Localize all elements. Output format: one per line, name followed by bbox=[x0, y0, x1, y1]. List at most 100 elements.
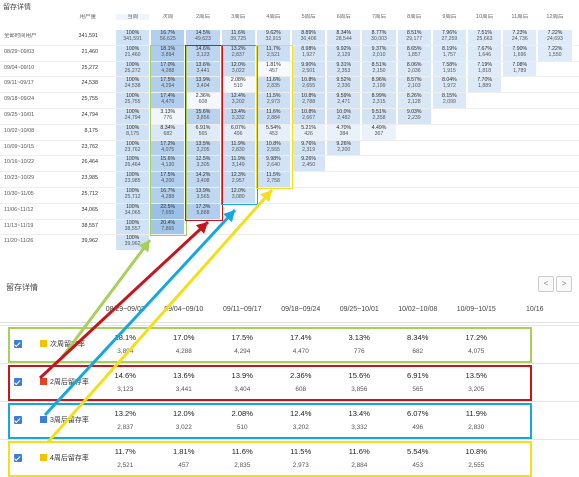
column-header-week-7: 7周后 bbox=[371, 14, 387, 20]
cohort-cell: 100% 38,557 bbox=[116, 219, 150, 235]
cohort-cell-percent: 11.7% bbox=[266, 45, 281, 52]
cohort-cell-count: 38,557 bbox=[124, 225, 141, 232]
detail-column-header: 09/04~09/10 bbox=[164, 306, 204, 313]
metric-label: 4周后留存率 bbox=[50, 455, 89, 462]
cohort-cell-percent: 5.21% bbox=[301, 124, 316, 131]
detail-count: 2,555 bbox=[468, 462, 485, 469]
cohort-cell-count: 2,199 bbox=[372, 83, 386, 90]
cohort-cell-count: 7,655 bbox=[161, 209, 175, 216]
cohort-cell: 8.96% 2,199 bbox=[362, 77, 396, 93]
detail-count: 776 bbox=[353, 348, 365, 355]
cohort-cell-count: 3,205 bbox=[196, 146, 210, 153]
cohort-cell-count: 2,555 bbox=[266, 146, 280, 153]
row-checkbox[interactable] bbox=[14, 378, 22, 386]
cohort-cell: 13.6% 3,441 bbox=[186, 61, 220, 77]
cohort-cell-count: 2,830 bbox=[231, 146, 245, 153]
cohort-cell-percent: 9.59% bbox=[336, 93, 352, 100]
cohort-row-users: 21,460 bbox=[81, 48, 99, 55]
row-checkbox[interactable] bbox=[14, 416, 22, 424]
detail-rate: 17.2% bbox=[465, 333, 488, 342]
cohort-cell: 17.3% 5,888 bbox=[186, 203, 220, 219]
cohort-cell-percent: 11.6% bbox=[231, 30, 246, 36]
cohort-cell-percent: 8.98% bbox=[301, 45, 316, 52]
detail-count: 608 bbox=[295, 386, 307, 393]
cohort-cell-percent: 2.36% bbox=[195, 93, 211, 100]
pager-next-button[interactable]: > bbox=[556, 276, 572, 292]
cohort-cell: 11.9% 3,149 bbox=[221, 156, 255, 172]
cohort-cell-count: 1,889 bbox=[478, 83, 492, 90]
cohort-cell: 100% 39,962 bbox=[116, 235, 150, 251]
cohort-cell-percent: 9.26% bbox=[301, 156, 316, 163]
cohort-cell-count: 4,294 bbox=[161, 83, 175, 90]
cohort-cell-count: 39,725 bbox=[230, 36, 247, 42]
cohort-cell-percent: 7.19% bbox=[477, 61, 492, 68]
cohort-cell-count: 3,894 bbox=[161, 51, 175, 58]
cohort-cell-count: 32,915 bbox=[265, 36, 282, 42]
row-divider bbox=[0, 60, 579, 62]
cohort-row-label: 09/25~10/01 bbox=[4, 112, 35, 118]
cohort-cell-percent: 9.62% bbox=[266, 30, 281, 36]
cohort-cell-count: 2,835 bbox=[266, 83, 280, 90]
detail-column-header: 10/16 bbox=[525, 306, 544, 313]
cohort-title: 留存详情 bbox=[3, 4, 31, 11]
cohort-cell-count: 2,315 bbox=[372, 99, 386, 106]
cohort-cell: 9.31% 2,353 bbox=[327, 61, 361, 77]
cohort-cell: 6.07% 496 bbox=[221, 124, 255, 140]
detail-rate: 15.6% bbox=[348, 371, 371, 380]
cohort-cell-count: 29,177 bbox=[406, 36, 423, 42]
row-checkbox[interactable] bbox=[14, 340, 22, 348]
detail-rate: 14.6% bbox=[114, 371, 137, 380]
cohort-cell: 17.0% 4,288 bbox=[151, 61, 185, 77]
cohort-cell-percent: 17.5% bbox=[160, 172, 176, 179]
cohort-cell: 8.04% 1,972 bbox=[432, 77, 466, 93]
cohort-cell: 7.96% 27,259 bbox=[432, 30, 466, 45]
cohort-cell-percent: 7.96% bbox=[442, 30, 457, 36]
detail-count: 3,332 bbox=[351, 424, 368, 431]
cohort-row-users: 24,794 bbox=[81, 112, 99, 118]
cohort-cell-count: 510 bbox=[233, 83, 243, 90]
cohort-cell-percent: 4.49% bbox=[371, 124, 387, 131]
cohort-cell-percent: 100% bbox=[125, 77, 140, 84]
cohort-cell: 12.4% 3,202 bbox=[221, 93, 255, 108]
cohort-cell-percent: 6.07% bbox=[230, 124, 246, 131]
cohort-cell-count: 1,972 bbox=[442, 83, 456, 90]
cohort-cell-count: 776 bbox=[163, 115, 173, 121]
cohort-cell: 2.08% 510 bbox=[221, 77, 255, 93]
cohort-cell: 9.92% 2,129 bbox=[327, 45, 361, 61]
cohort-cell-count: 4,288 bbox=[161, 194, 175, 200]
cohort-cell-count: 3,441 bbox=[196, 67, 210, 74]
detail-rate: 17.5% bbox=[231, 333, 254, 342]
cohort-cell-count: 2,450 bbox=[302, 162, 316, 169]
detail-count: 3,205 bbox=[468, 386, 485, 393]
cohort-cell-percent: 14.2% bbox=[195, 172, 211, 179]
cohort-cell: 17.4% 4,470 bbox=[151, 93, 185, 108]
cohort-cell-percent: 4.70% bbox=[336, 124, 352, 131]
cohort-cell: 12.5% 3,305 bbox=[186, 156, 220, 172]
detail-rate: 6.91% bbox=[406, 371, 429, 380]
cohort-cell-count: 24,538 bbox=[124, 83, 141, 90]
row-divider bbox=[0, 218, 579, 220]
cohort-cell-percent: 9.37% bbox=[371, 45, 387, 52]
cohort-cell-count: 2,501 bbox=[302, 67, 316, 74]
cohort-cell-count: 2,837 bbox=[231, 51, 245, 58]
cohort-cell-count: 3,332 bbox=[231, 115, 245, 121]
cohort-cell-count: 7,865 bbox=[161, 225, 175, 232]
cohort-cell: 9.03% 2,239 bbox=[397, 109, 431, 124]
cohort-cell-percent: 10.8% bbox=[301, 93, 316, 100]
detail-rate: 13.9% bbox=[231, 371, 254, 380]
detail-column-header: 09/11~09/17 bbox=[222, 306, 262, 313]
cohort-cell-count: 1,789 bbox=[513, 67, 527, 74]
cohort-cell: 7.22% 24,693 bbox=[538, 30, 572, 45]
detail-count: 453 bbox=[412, 462, 424, 469]
cohort-cell-percent: 7.22% bbox=[547, 30, 563, 36]
cohort-cell-percent: 5.54% bbox=[266, 124, 281, 131]
cohort-row-users: 26,464 bbox=[81, 159, 99, 166]
cohort-cell-percent: 17.0% bbox=[160, 61, 176, 68]
row-divider bbox=[0, 171, 579, 173]
cohort-cell: 15.6% 3,856 bbox=[186, 109, 220, 124]
cohort-cell-count: 2,521 bbox=[266, 51, 280, 58]
cohort-row-label: 10/30~11/05 bbox=[4, 191, 34, 197]
cohort-cell-percent: 7.23% bbox=[512, 30, 528, 36]
row-checkbox[interactable] bbox=[14, 454, 22, 462]
pager-prev-button[interactable]: < bbox=[538, 276, 554, 292]
